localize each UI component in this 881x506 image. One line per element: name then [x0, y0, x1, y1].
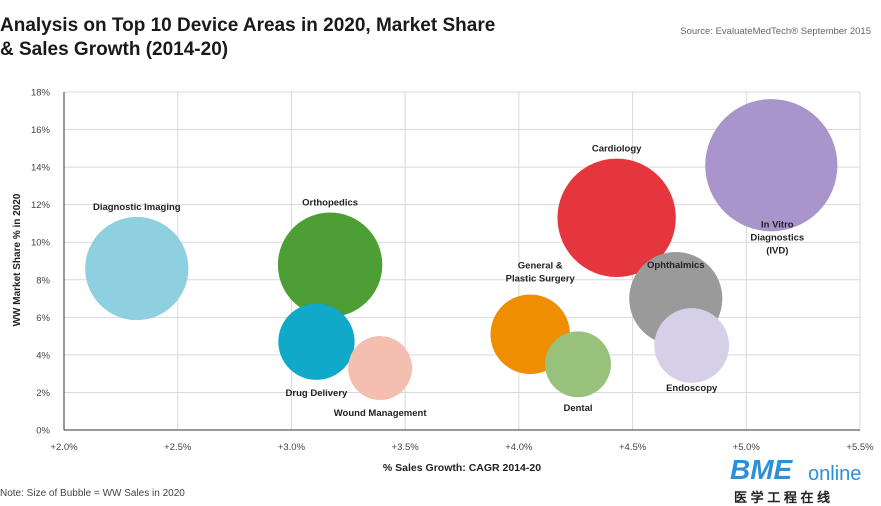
- y-tick-label: 2%: [36, 388, 50, 399]
- y-tick-label: 6%: [36, 313, 50, 324]
- bubble-label-line: Cardiology: [592, 144, 642, 155]
- bubble: [348, 336, 413, 401]
- x-tick-label: +2.0%: [50, 442, 78, 453]
- y-tick-label: 10%: [31, 238, 51, 249]
- bme-online-logo: BME online 医 学 工 程 在 线: [730, 454, 861, 505]
- y-tick-label: 16%: [31, 125, 51, 136]
- bubbles: [85, 99, 838, 401]
- bubble-label-line: General &: [518, 260, 563, 271]
- chart-title-line-2: & Sales Growth (2014-20): [0, 39, 229, 60]
- bubble-label: Drug Delivery: [286, 388, 348, 399]
- x-tick-label: +5.5%: [846, 442, 874, 453]
- bubble-label-line: (IVD): [766, 245, 788, 256]
- bubble-label-line: Orthopedics: [302, 198, 358, 209]
- bubble-label: Wound Management: [334, 408, 428, 419]
- y-tick-label: 0%: [36, 426, 50, 437]
- bubble: [545, 331, 611, 398]
- bubble-label-line: Diagnostic Imaging: [93, 202, 181, 213]
- bubble: [654, 308, 730, 383]
- x-tick-label: +5.0%: [733, 442, 761, 453]
- y-tick-label: 14%: [31, 163, 51, 174]
- bubble-label-line: In Vitro: [761, 219, 794, 230]
- x-tick-label: +3.0%: [278, 442, 306, 453]
- bubble-label: Orthopedics: [302, 198, 358, 209]
- bubble: [705, 99, 838, 232]
- bubble-label-line: Endoscopy: [666, 383, 718, 394]
- x-axis-label: % Sales Growth: CAGR 2014-20: [383, 462, 541, 474]
- bubble-label-line: Plastic Surgery: [506, 273, 576, 284]
- logo-brand: BME: [730, 454, 794, 485]
- bubble-label-line: Wound Management: [334, 408, 428, 419]
- source-note: Source: EvaluateMedTech® September 2015: [680, 26, 871, 37]
- bubble: [85, 216, 189, 321]
- bubble-label: General & Plastic Surgery: [506, 260, 576, 284]
- bubble-label-line: Diagnostics: [750, 232, 804, 243]
- bubble: [277, 212, 383, 317]
- bubble-label: Endoscopy: [666, 383, 718, 394]
- chart-title: Analysis on Top 10 Device Areas in 2020,…: [0, 14, 520, 62]
- bubble-label-line: Ophthalmics: [647, 260, 705, 271]
- bubble-label: Ophthalmics: [647, 260, 705, 271]
- x-tick-label: +4.5%: [619, 442, 647, 453]
- bubble-label-line: Drug Delivery: [286, 388, 348, 399]
- bubble-label-line: Dental: [563, 403, 592, 414]
- y-tick-label: 18%: [31, 88, 51, 99]
- logo-tagline: 医 学 工 程 在 线: [734, 490, 830, 505]
- bubble-chart: 0% 2% 4% 6% 8% 10% 12% 14% 16% 18% +2.0% +2.5% +3.0%…: [12, 88, 874, 475]
- y-tick-label: 4%: [36, 350, 50, 361]
- bubble-label: Dental: [563, 403, 592, 414]
- x-tick-label: +2.5%: [164, 442, 192, 453]
- footnote: Note: Size of Bubble = WW Sales in 2020: [0, 488, 185, 499]
- chart-title-line-1: Analysis on Top 10 Device Areas in 2020,…: [0, 15, 496, 36]
- axes: 0% 2% 4% 6% 8% 10% 12% 14% 16% 18% +2.0% +2.5% +3.0%…: [31, 88, 874, 454]
- bubble: [557, 158, 676, 277]
- bubble-label: In Vitro Diagnostics (IVD): [750, 219, 804, 256]
- x-tick-label: +3.5%: [392, 442, 420, 453]
- bubble-label: Diagnostic Imaging: [93, 202, 181, 213]
- y-tick-label: 12%: [31, 200, 51, 211]
- logo-brand-suffix: online: [808, 463, 861, 485]
- x-tick-label: +4.0%: [505, 442, 533, 453]
- y-tick-label: 8%: [36, 275, 50, 286]
- bubble: [278, 303, 355, 380]
- bubble-label: Cardiology: [592, 144, 642, 155]
- bubble-labels: Diagnostic Imaging Orthopedics Drug Delive…: [93, 144, 804, 419]
- y-axis-label: WW Market Share % in 2020: [12, 193, 23, 326]
